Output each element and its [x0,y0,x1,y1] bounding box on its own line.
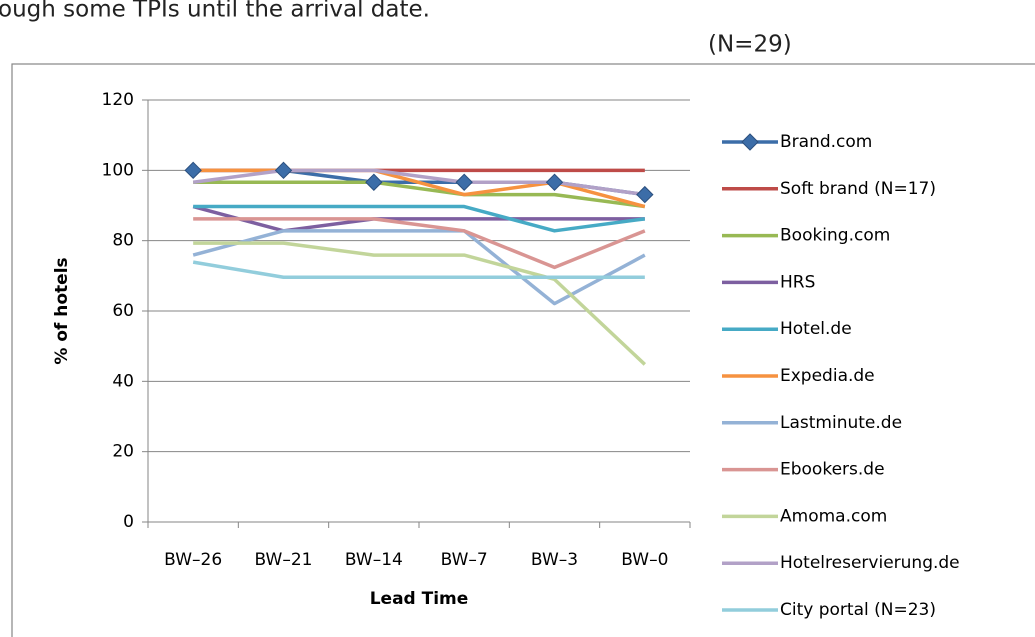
legend-label: Booking.com [780,226,890,246]
x-tick-label: BW–3 [531,550,578,570]
x-tick-label: BW–0 [621,550,668,570]
series-line [192,204,645,233]
legend-label: Brand.com [780,132,872,152]
y-tick-label: 120 [102,90,134,110]
series-line [193,241,647,366]
series-line [193,180,646,209]
x-tick-label: BW–26 [164,550,222,570]
body-text: (N=29) [708,32,792,58]
y-tick-label: 80 [112,231,134,251]
point-marker [545,173,564,191]
legend-label: Expedia.de [780,366,875,386]
legend-label: HRS [780,272,815,292]
series-line [193,217,646,270]
series-line [193,168,646,209]
legend-label: City portal (N=23) [780,600,936,620]
point-marker [636,185,654,204]
series-line [192,168,646,197]
legend-label: Amoma.com [780,506,887,526]
x-axis-label: Lead Time [370,589,469,609]
x-tick-label: BW–14 [345,550,403,570]
legend-marker [741,133,759,151]
series-line [192,260,645,279]
point-marker [455,173,473,191]
legend-label: Ebookers.de [780,460,885,480]
body-text: ough some TPIs until the arrival date. [0,0,430,23]
y-tick-label: 0 [123,512,134,532]
legend-label: Soft brand (N=17) [780,179,936,199]
point-marker [274,161,293,180]
point-marker [184,161,202,180]
y-tick-label: 20 [112,442,134,462]
point-marker [365,173,383,191]
y-tick-label: 40 [112,371,134,391]
series-line [193,204,646,233]
legend-label: Hotel.de [780,319,852,339]
y-axis-label: % of hotels [52,257,72,364]
chart-frame [11,63,1035,637]
legend-label: Hotelreservierung.de [780,553,960,573]
y-tick-label: 100 [102,160,134,180]
y-tick-label: 60 [112,301,134,321]
x-tick-label: BW–21 [255,550,313,570]
legend-label: Lastminute.de [780,413,902,433]
x-tick-label: BW–7 [441,550,488,570]
